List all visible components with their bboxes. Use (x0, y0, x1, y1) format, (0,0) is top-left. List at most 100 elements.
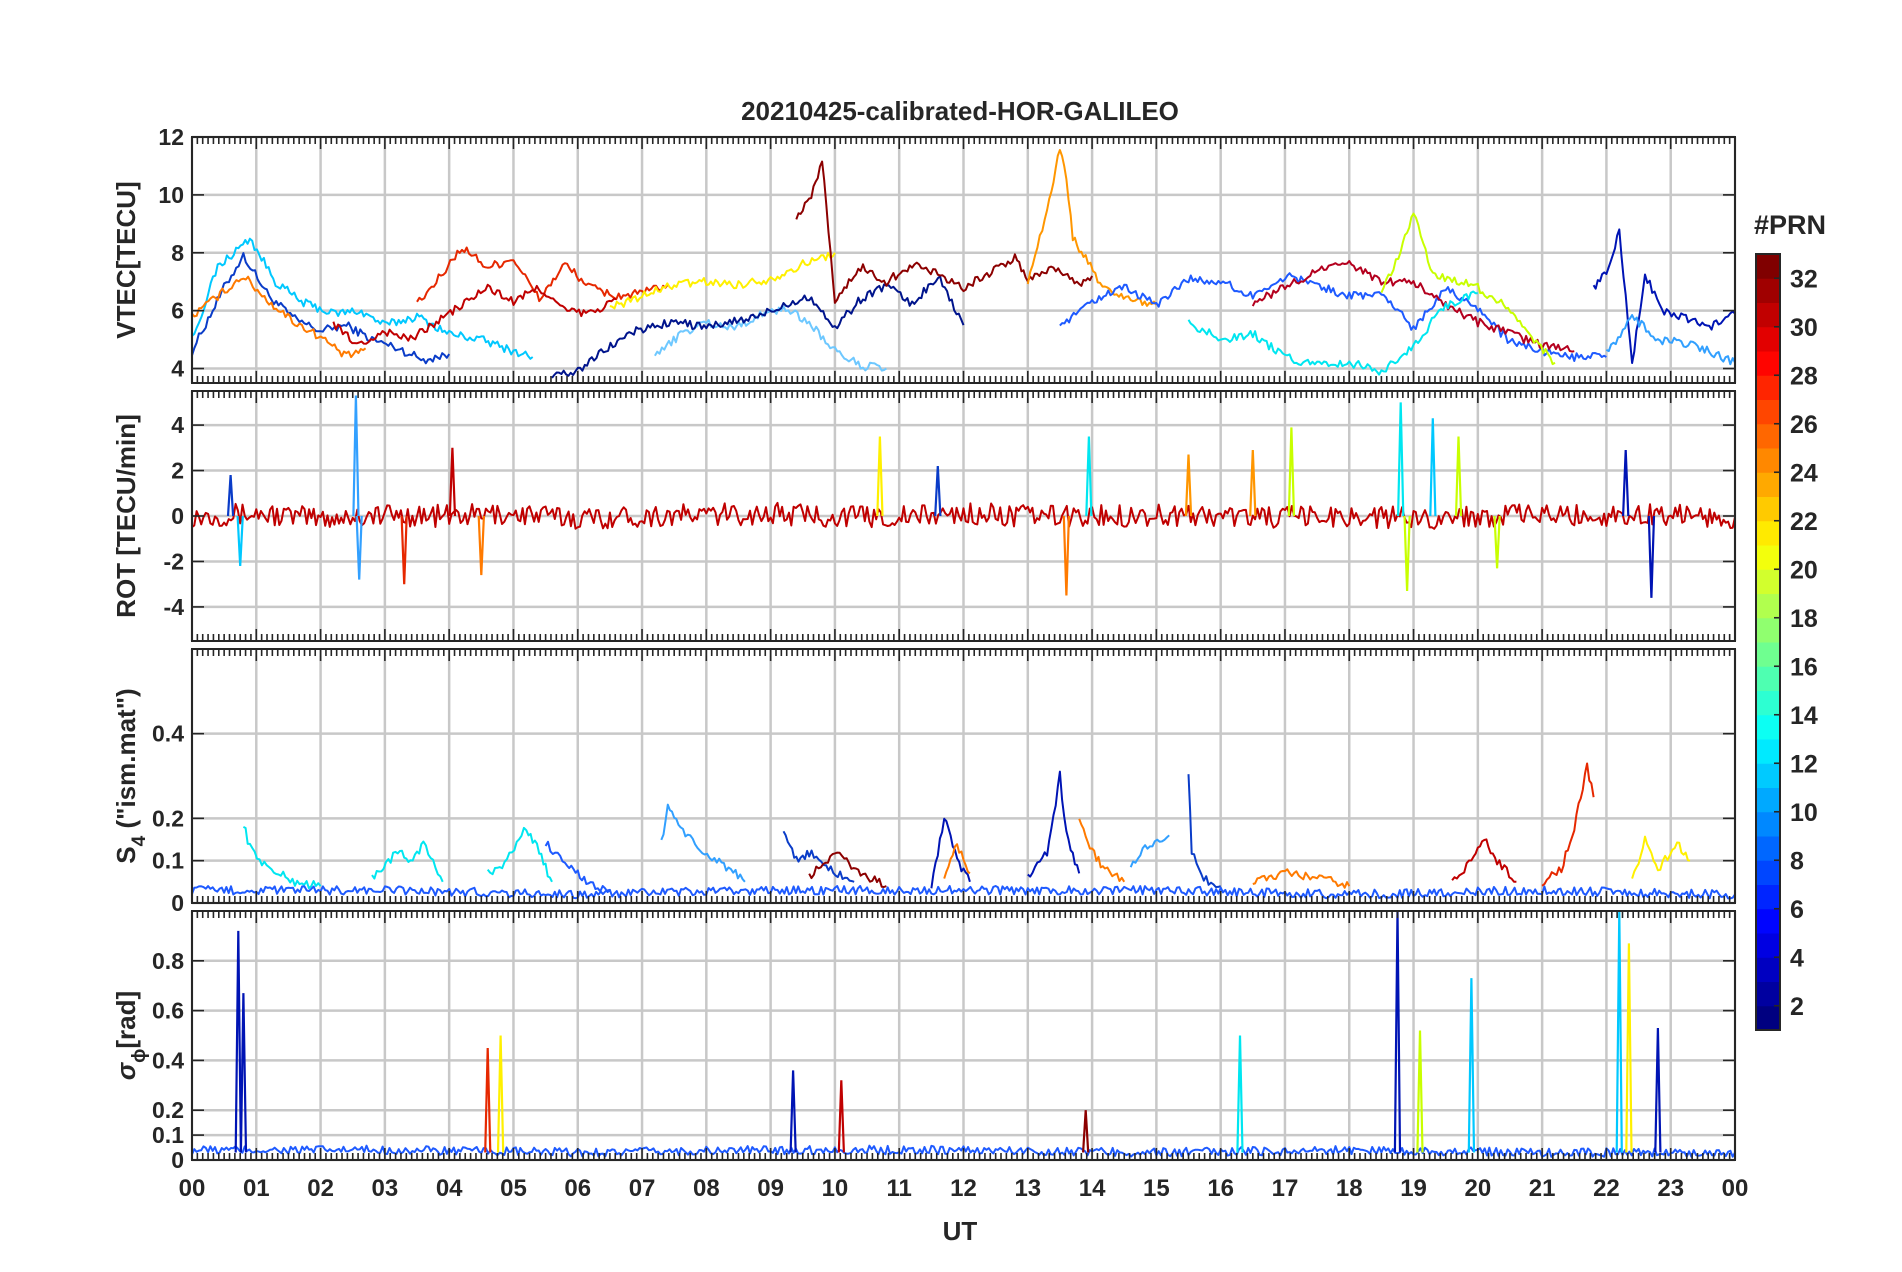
spike-mark (876, 436, 884, 517)
colorbar-tick-label: 32 (1790, 265, 1818, 293)
spike-mark (1429, 418, 1437, 517)
spike-mark (1393, 911, 1402, 1153)
colorbar-segment (1756, 933, 1780, 958)
y-tick-label: 2 (171, 458, 184, 484)
colorbar-tick-label: 12 (1790, 750, 1818, 778)
x-tick-label: 04 (436, 1175, 463, 1202)
spike-mark (1062, 515, 1070, 596)
x-tick-label: 19 (1400, 1175, 1427, 1202)
y-tick-label: 10 (158, 182, 184, 208)
x-tick-label: 06 (564, 1175, 591, 1202)
x-tick-label: 22 (1593, 1175, 1620, 1202)
series-line (1187, 774, 1222, 888)
spike-mark (1493, 515, 1501, 569)
colorbar-title: #PRN (1754, 210, 1826, 240)
colorbar-tick-label: 4 (1790, 944, 1804, 972)
spike-mark (1397, 402, 1405, 517)
colorbar-segment (1756, 351, 1780, 376)
colorbar-segment (1756, 642, 1780, 667)
spike-mark (355, 515, 363, 580)
series-line (1605, 314, 1735, 366)
colorbar-tick-label: 6 (1790, 896, 1804, 924)
series-group (192, 395, 1735, 598)
x-tick-label: 12 (950, 1175, 977, 1202)
series-line (192, 275, 367, 359)
spike-mark (1184, 454, 1193, 517)
colorbar-segment (1756, 326, 1780, 352)
panel-4: 00.10.2 0.4 0.6 0.8σϕ[rad] (111, 910, 1737, 1173)
colorbar-segment (1756, 811, 1780, 837)
colorbar-segment (1756, 981, 1780, 1007)
series-line (1541, 762, 1595, 887)
colorbar-tick-label: 14 (1790, 702, 1818, 730)
y-tick-label: 0.2 (152, 805, 184, 831)
panel-2: -4 -2 0 2 4 ROT [TECU/min] (111, 390, 1737, 642)
spike-mark (1082, 1110, 1090, 1153)
colorbar-segment (1756, 593, 1780, 619)
x-tick-label: 21 (1529, 1175, 1556, 1202)
colorbar-segment (1756, 423, 1780, 449)
spike-mark (1622, 450, 1630, 517)
colorbar-tick-label: 10 (1790, 799, 1818, 827)
colorbar-tick-label: 26 (1790, 411, 1818, 439)
colorbar-tick-label: 28 (1790, 362, 1818, 390)
x-tick-label: 18 (1336, 1175, 1363, 1202)
series-line (1451, 838, 1517, 883)
spike-mark (226, 475, 235, 517)
colorbar-tick-label: 8 (1790, 847, 1804, 875)
x-tick-label: 05 (500, 1175, 527, 1202)
series-line (1592, 228, 1735, 364)
colorbar-tick-label: 24 (1790, 459, 1818, 487)
y-tick-label: 0.6 (152, 998, 184, 1024)
series-line (1078, 818, 1126, 883)
series-line (1251, 260, 1575, 353)
panel-3: 0 0.1 0.2 0.4S4 ("ism.mat") (111, 648, 1737, 916)
colorbar-frame (1755, 253, 1781, 1031)
series-line (1187, 290, 1478, 376)
colorbar-segment (1756, 520, 1780, 546)
spike-mark (1236, 1035, 1244, 1153)
series-line (782, 830, 855, 883)
colorbar-segment (1756, 254, 1780, 279)
x-tick-label: 14 (1079, 1175, 1106, 1202)
x-tick-label: 15 (1143, 1175, 1170, 1202)
y-axis-label: VTEC[TECU] (111, 181, 141, 338)
y-tick-label: 12 (158, 124, 184, 150)
spike-mark (1416, 1030, 1424, 1153)
series-line (1027, 770, 1081, 878)
x-axis: 00 01 02 03 04 05 06 07 08 09 10 11 12 13 14 15 16 17 18 19… (179, 1175, 1749, 1202)
series-line (1252, 868, 1351, 889)
series-line (930, 817, 971, 889)
colorbar-segment (1756, 496, 1780, 522)
spike-mark (1454, 436, 1463, 517)
y-tick-label: 4 (171, 356, 184, 382)
colorbar-segment (1756, 690, 1780, 716)
colorbar-segment (1756, 787, 1780, 813)
spike-mark (837, 1080, 845, 1153)
spike-mark (1085, 436, 1093, 517)
colorbar-segment (1756, 302, 1780, 328)
x-tick-label: 16 (1207, 1175, 1234, 1202)
series-line (660, 803, 746, 883)
y-tick-label: 0.1 (152, 848, 184, 874)
colorbar-segment (1756, 908, 1780, 934)
series-line (192, 885, 1735, 900)
colorbar-segment (1756, 375, 1780, 400)
spike-mark (1467, 978, 1476, 1153)
series-line (486, 826, 553, 883)
x-axis-label: UT (943, 1216, 978, 1246)
y-axis-label: σϕ[rad] (111, 991, 150, 1080)
colorbar-tick-label: 16 (1790, 653, 1818, 681)
colorbar-segment (1756, 617, 1780, 643)
series-group (192, 762, 1735, 900)
x-tick-label: 00 (179, 1175, 206, 1202)
series-line (1129, 834, 1170, 868)
series-line (416, 246, 669, 303)
x-tick-label: 23 (1657, 1175, 1684, 1202)
y-tick-label: 0.2 (152, 1097, 184, 1123)
series-line (1631, 835, 1691, 879)
x-tick-label: 00 (1722, 1175, 1749, 1202)
colorbar-tick-label: 20 (1790, 556, 1818, 584)
